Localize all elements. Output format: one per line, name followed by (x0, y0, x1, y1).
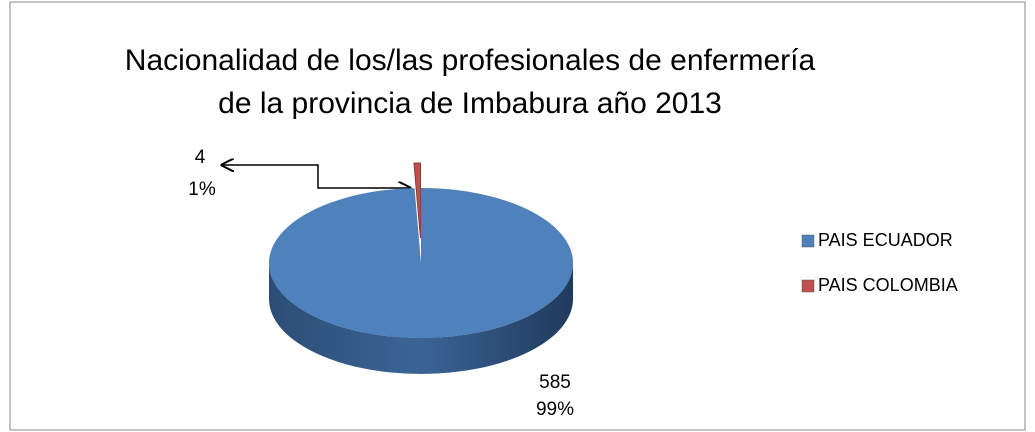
data-label: 1% (188, 179, 216, 200)
chart-title: de la provincia de Imbabura año 2013 (218, 87, 722, 120)
legend-label: PAIS COLOMBIA (818, 275, 958, 295)
legend-label: PAIS ECUADOR (818, 230, 953, 250)
pie (269, 162, 574, 374)
chart-title: Nacionalidad de los/las profesionales de… (125, 44, 816, 77)
legend-swatch (801, 279, 815, 293)
pie-slice (413, 162, 421, 239)
pie-side (269, 263, 573, 374)
pie-slice (269, 188, 574, 338)
leader-arrow (222, 165, 410, 188)
data-label: 99% (536, 399, 574, 420)
data-label: 4 (195, 147, 206, 168)
data-label: 585 (539, 372, 571, 393)
legend-swatch (801, 234, 815, 248)
